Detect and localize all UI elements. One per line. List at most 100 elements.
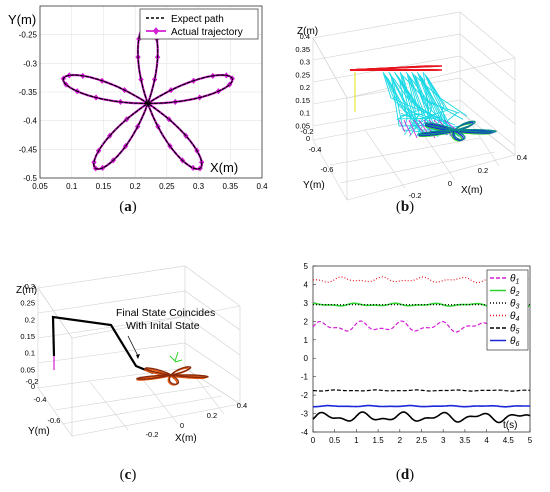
chart-c-xtick: -0.2 bbox=[146, 430, 159, 439]
chart-b-ytick: -0.4 bbox=[309, 145, 322, 154]
chart-d-xtick: 2.5 bbox=[416, 436, 428, 445]
chart-b-xtick: 0.2 bbox=[478, 166, 488, 175]
chart-a-xtick: 0.25 bbox=[159, 182, 175, 191]
chart-a-legend: Expect path Actual trajectory bbox=[139, 8, 259, 40]
end-effector-trace bbox=[136, 366, 209, 386]
chart-b-ztick: 0.4 bbox=[300, 32, 310, 41]
cyan-links bbox=[382, 71, 468, 139]
chart-b-zlabel: Z(m) bbox=[297, 26, 318, 37]
chart-c-xtick: 0.2 bbox=[207, 411, 217, 420]
chart-a-xtick: 0.3 bbox=[193, 182, 205, 191]
chart-a-ytick: -0.25 bbox=[19, 31, 38, 40]
legend-actual-marker bbox=[153, 27, 159, 35]
annotation-line-2: With Inital State bbox=[126, 320, 200, 332]
chart-d-xtick: 4.5 bbox=[503, 436, 515, 445]
chart-c-ztick: 0.25 bbox=[20, 299, 35, 308]
chart-d-ytick: -2 bbox=[301, 391, 309, 400]
chart-d-ytick: 0 bbox=[304, 354, 309, 363]
chart-d-xtick: 4 bbox=[484, 436, 489, 445]
chart-a-xtick: 0.15 bbox=[96, 182, 112, 191]
arm-configuration bbox=[51, 315, 154, 375]
chart-b-xlabel: X(m) bbox=[461, 185, 483, 196]
legend-label: θ4 bbox=[510, 311, 519, 323]
legend-label: θ3 bbox=[510, 299, 519, 311]
chart-c-ztick: 0.3 bbox=[25, 282, 35, 291]
legend-actual-label: Actual trajectory bbox=[171, 27, 243, 38]
series-line-5 bbox=[313, 389, 530, 392]
annotation-arrow-line bbox=[127, 335, 139, 357]
chart-d-xtick: 5 bbox=[528, 436, 533, 445]
chart-c-ztick: 0.15 bbox=[20, 332, 35, 341]
chart-a-ytick: -0.4 bbox=[23, 117, 37, 126]
chart-a-xtick: 0.2 bbox=[130, 182, 142, 191]
end-effector-trace bbox=[417, 120, 497, 142]
chart-a-frame bbox=[39, 5, 263, 179]
chart-a-xtick: 0.4 bbox=[256, 182, 268, 191]
chart-d-ytick: 1 bbox=[304, 336, 309, 345]
red-links bbox=[349, 65, 443, 71]
rose-path bbox=[418, 120, 497, 141]
legend-label: θ5 bbox=[510, 324, 519, 336]
legend-expect-label: Expect path bbox=[171, 14, 224, 25]
chart-a-xlabel: X(m) bbox=[210, 160, 238, 175]
end-effector-frame bbox=[169, 351, 183, 363]
chart-d-xtick: 2 bbox=[398, 436, 403, 445]
chart-a-ytick: -0.35 bbox=[19, 88, 38, 97]
chart-b-xtick: 0 bbox=[448, 179, 452, 188]
chart-c-zlabel: Z(m) bbox=[16, 285, 37, 296]
subfigure-label-d: (d) bbox=[395, 467, 415, 483]
chart-c-ylabel: Y(m) bbox=[28, 426, 50, 437]
chart-d-ytick: 2 bbox=[304, 317, 309, 326]
chart-d-xtick: 1.5 bbox=[373, 436, 385, 445]
chart-b-ztick: 0 bbox=[306, 134, 310, 143]
chart-d-ytick: 5 bbox=[304, 262, 309, 271]
series-line-6 bbox=[313, 404, 530, 408]
chart-b-ytick: -0.6 bbox=[321, 165, 334, 174]
chart-d-xlabel: t(s) bbox=[503, 420, 517, 431]
chart-b-ztick: 0.35 bbox=[295, 45, 310, 54]
chart-c-xlabel: X(m) bbox=[175, 433, 197, 444]
chart-b-ztick: 0.25 bbox=[295, 70, 310, 79]
subfigure-label-b: (b) bbox=[395, 199, 415, 215]
chart-b-ztick: 0.15 bbox=[295, 96, 310, 105]
chart-a: 0.05 0.1 0.15 0.2 0.25 0.3 0.35 0.4 -0.25 -0.3 -0… bbox=[8, 5, 268, 191]
chart-b-xtick: 0.4 bbox=[517, 153, 527, 162]
chart-a-xtick: 0.1 bbox=[66, 182, 78, 191]
chart-c-ytick: -0.4 bbox=[34, 395, 47, 404]
chart-b-xtick: -0.2 bbox=[409, 191, 422, 200]
chart-d-xtick: 3 bbox=[441, 436, 446, 445]
chart-c-ytick: -0.2 bbox=[26, 377, 39, 386]
chart-d-xtick: 0.5 bbox=[329, 436, 341, 445]
chart-c-ztick: 0 bbox=[31, 382, 35, 391]
chart-d-ytick: 3 bbox=[304, 299, 309, 308]
chart-a-xtick: 0.35 bbox=[222, 182, 238, 191]
series-line-bottom bbox=[312, 411, 531, 424]
chart-c: 0 0.05 0.1 0.15 0.2 0.25 0.3 Z(m) Y(m) X(m) -0… bbox=[16, 265, 247, 444]
annotation-arrow-head bbox=[136, 354, 140, 359]
chart-b-ztick: 0.05 bbox=[295, 121, 310, 130]
chart-a-ytick: -0.3 bbox=[23, 59, 37, 68]
legend-label: θ2 bbox=[510, 286, 519, 298]
chart-b: 00.050.10.150.20.250.30.350.4 Z(m) Y(m) … bbox=[295, 11, 527, 202]
chart-b-ylabel: Y(m) bbox=[303, 180, 325, 191]
annotation-line-1: Final State Coincides bbox=[116, 307, 215, 319]
chart-a-ytick: -0.5 bbox=[23, 174, 37, 183]
chart-b-ztick: 0.2 bbox=[300, 83, 310, 92]
chart-d-ytick: -1 bbox=[301, 373, 309, 382]
chart-c-box bbox=[37, 265, 241, 437]
chart-c-ytick: -0.6 bbox=[48, 416, 61, 425]
legend-label: θ1 bbox=[510, 274, 519, 286]
subfigure-label-c: (c) bbox=[119, 467, 137, 483]
chart-a-ytick: -0.45 bbox=[19, 145, 38, 154]
chart-b-ztick: 0.1 bbox=[300, 109, 310, 118]
chart-b-ytick: -0.2 bbox=[301, 127, 314, 136]
chart-d: 5 4 3 2 1 0 -1 -2 -3 -4 0 0.5 1 1.5 2 2.5 3 3.5 4 4.5 5 t(s… bbox=[301, 262, 533, 445]
chart-d-xtick: 3.5 bbox=[459, 436, 471, 445]
chart-d-ytick: -3 bbox=[301, 410, 309, 419]
chart-a-ylabel: Y(m) bbox=[8, 12, 36, 27]
legend-label: θ6 bbox=[510, 336, 519, 348]
chart-c-ztick: 0.05 bbox=[20, 365, 35, 374]
trajectory-marker bbox=[91, 159, 97, 166]
chart-c-ztick: 0.2 bbox=[25, 315, 35, 324]
